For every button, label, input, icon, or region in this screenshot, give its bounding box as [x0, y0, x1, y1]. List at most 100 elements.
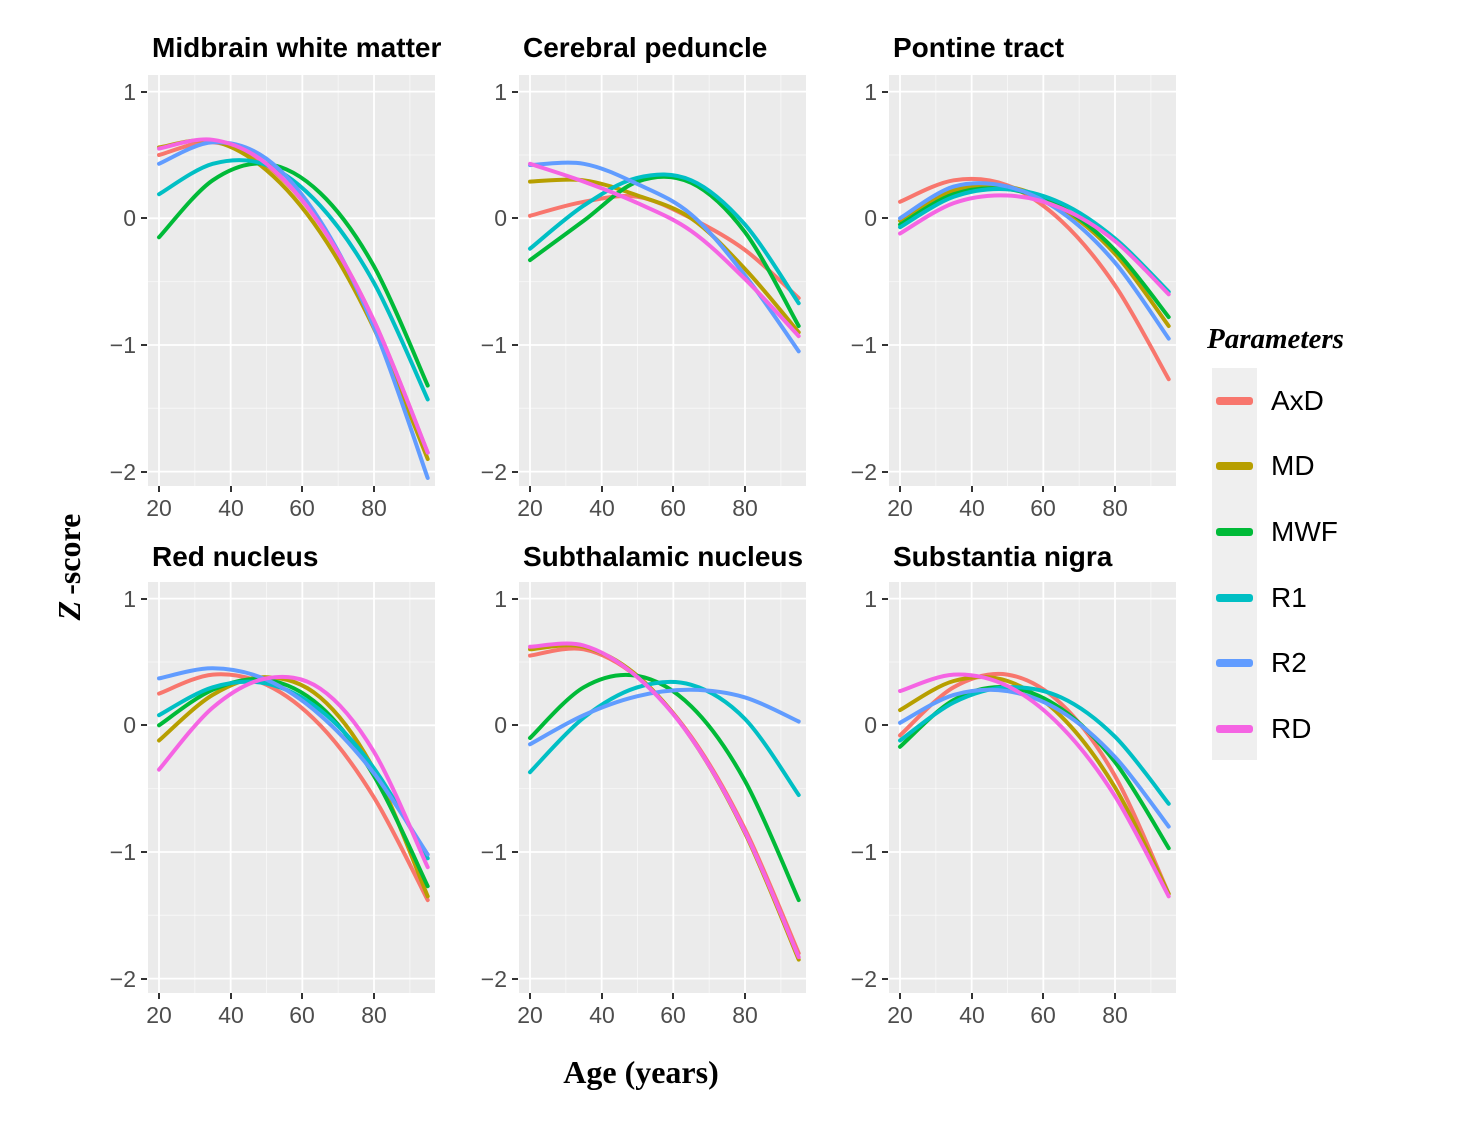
panel-title-red-nucleus: Red nucleus	[152, 541, 319, 572]
y-tick-mark	[141, 724, 147, 726]
legend-label-rd: RD	[1271, 713, 1312, 744]
curve-r1	[528, 679, 801, 797]
x-tick-mark	[1114, 486, 1116, 492]
x-tick-mark	[672, 993, 674, 999]
legend-swatch-mwf	[1216, 528, 1253, 536]
x-tick-label: 20	[517, 495, 543, 521]
x-tick-mark	[744, 993, 746, 999]
curve-r1	[528, 172, 801, 306]
curve-rd	[898, 672, 1171, 899]
legend-entry-rd: RD	[1212, 712, 1432, 746]
x-tick-mark	[1042, 486, 1044, 492]
x-tick-label: 40	[589, 495, 615, 521]
x-tick-mark	[971, 993, 973, 999]
legend-label-axd: AxD	[1271, 385, 1324, 416]
curve-rd	[157, 674, 430, 870]
legend-title: Parameters	[1207, 323, 1344, 355]
legend-label-r1: R1	[1271, 582, 1307, 613]
y-tick-label: −1	[850, 332, 877, 358]
x-tick-label: 40	[218, 1002, 244, 1028]
x-tick-mark	[899, 993, 901, 999]
y-tick-mark	[882, 978, 888, 980]
y-tick-mark	[141, 471, 147, 473]
x-tick-mark	[529, 486, 531, 492]
curve-mwf	[898, 186, 1171, 320]
panel-background	[148, 75, 435, 486]
x-tick-mark	[158, 486, 160, 492]
x-tick-mark	[301, 486, 303, 492]
x-tick-label: 20	[146, 1002, 172, 1028]
x-tick-label: 60	[289, 1002, 315, 1028]
x-tick-label: 20	[146, 495, 172, 521]
y-tick-mark	[141, 598, 147, 600]
x-tick-mark	[230, 486, 232, 492]
panel-plot-red-nucleus	[148, 582, 435, 993]
y-axis-title-z: Z	[51, 600, 87, 621]
x-tick-mark	[601, 486, 603, 492]
x-tick-label: 40	[218, 495, 244, 521]
panel-background	[519, 75, 806, 486]
y-tick-mark	[882, 598, 888, 600]
x-tick-mark	[301, 993, 303, 999]
curve-mwf	[528, 672, 801, 903]
y-tick-label: 1	[494, 586, 507, 612]
x-tick-label: 60	[1030, 1002, 1056, 1028]
curve-axd	[157, 672, 430, 903]
x-tick-mark	[158, 993, 160, 999]
y-tick-label: 0	[123, 712, 136, 738]
y-tick-mark	[512, 217, 518, 219]
x-tick-mark	[1042, 993, 1044, 999]
y-tick-mark	[141, 344, 147, 346]
panel-plot-midbrain-white-matter	[148, 75, 435, 486]
y-tick-mark	[512, 724, 518, 726]
y-tick-label: −2	[480, 966, 507, 992]
x-tick-mark	[744, 486, 746, 492]
y-tick-label: −2	[480, 459, 507, 485]
panel-title-pontine-tract: Pontine tract	[893, 32, 1065, 63]
x-tick-label: 60	[1030, 495, 1056, 521]
x-tick-mark	[373, 993, 375, 999]
x-tick-label: 80	[1102, 1002, 1128, 1028]
x-tick-mark	[971, 486, 973, 492]
x-tick-label: 80	[1102, 495, 1128, 521]
y-tick-mark	[882, 851, 888, 853]
x-tick-mark	[899, 486, 901, 492]
curve-rd	[528, 161, 801, 339]
panel-title-substantia-nigra: Substantia nigra	[893, 541, 1113, 572]
panel-plot-substantia-nigra	[889, 582, 1176, 993]
x-tick-label: 40	[959, 495, 985, 521]
y-tick-label: −1	[480, 332, 507, 358]
y-tick-label: 0	[864, 712, 877, 738]
panel-background	[889, 582, 1176, 993]
x-tick-label: 40	[589, 1002, 615, 1028]
y-tick-label: 1	[123, 79, 136, 105]
y-tick-mark	[512, 344, 518, 346]
curve-r2	[157, 140, 430, 480]
legend-swatch-r1	[1216, 594, 1253, 602]
x-tick-mark	[373, 486, 375, 492]
x-tick-label: 40	[959, 1002, 985, 1028]
legend-swatch-md	[1216, 462, 1253, 470]
y-axis-title: Z -score	[51, 417, 93, 717]
curve-r1	[898, 685, 1171, 806]
y-tick-mark	[882, 471, 888, 473]
x-tick-label: 80	[732, 495, 758, 521]
y-tick-label: −1	[109, 839, 136, 865]
y-tick-label: −2	[850, 966, 877, 992]
x-tick-label: 80	[732, 1002, 758, 1028]
curve-rd	[157, 137, 430, 455]
x-tick-label: 60	[289, 495, 315, 521]
y-tick-label: −1	[850, 839, 877, 865]
y-tick-label: −2	[109, 966, 136, 992]
y-tick-label: 1	[123, 586, 136, 612]
y-tick-label: 1	[494, 79, 507, 105]
legend-label-md: MD	[1271, 450, 1315, 481]
y-tick-label: −1	[480, 839, 507, 865]
legend-swatch-axd	[1216, 397, 1253, 405]
x-tick-label: 80	[361, 1002, 387, 1028]
legend-entry-r1: R1	[1212, 581, 1432, 615]
panel-title-midbrain-white-matter: Midbrain white matter	[152, 32, 442, 63]
panel-plot-subthalamic-nucleus	[519, 582, 806, 993]
y-tick-mark	[512, 978, 518, 980]
